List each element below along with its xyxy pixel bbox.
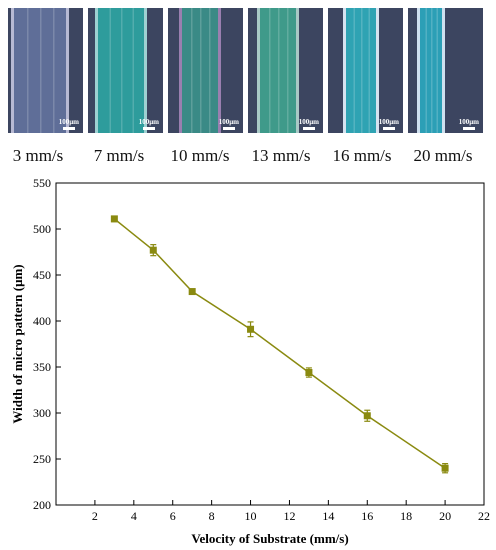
micrograph-picture <box>248 8 323 133</box>
micrograph-image: 100μm <box>168 8 243 133</box>
scale-bar-line <box>222 127 235 130</box>
scale-bar-line <box>62 127 75 130</box>
y-tick-label: 200 <box>33 498 51 512</box>
velocity-label: 10 mm/s <box>170 146 230 165</box>
scale-bar-label: 100μm <box>378 118 399 126</box>
data-point <box>110 215 118 223</box>
scale-bar-label: 100μm <box>458 118 479 126</box>
data-point <box>363 412 371 420</box>
y-tick-label: 500 <box>33 222 51 236</box>
data-series <box>110 215 449 474</box>
x-tick-label: 12 <box>283 509 295 523</box>
scale-bar: 100μm <box>299 118 319 130</box>
width-vs-velocity-chart: 2 4 6 8 10 12 14 16 18 20 22 200 250 300 350 400 450 500 5… <box>10 176 490 546</box>
micrograph-row: 100μm 100μm 100μm 100μm 100μm 100μm <box>8 8 488 133</box>
scale-bar-label: 100μm <box>298 118 319 126</box>
x-tick-label: 20 <box>439 509 451 523</box>
micrograph-picture <box>88 8 163 133</box>
x-tick-label: 6 <box>170 509 176 523</box>
y-tick-label: 400 <box>33 314 51 328</box>
x-tick-label: 16 <box>361 509 373 523</box>
scale-bar-label: 100μm <box>218 118 239 126</box>
x-axis-title: Velocity of Substrate (mm/s) <box>191 531 348 546</box>
data-point <box>305 369 313 377</box>
scale-bar: 100μm <box>219 118 239 130</box>
scale-bar: 100μm <box>139 118 159 130</box>
data-point <box>188 288 196 296</box>
y-axis-title: Width of micro pattern (μm) <box>10 264 25 423</box>
x-tick-label: 8 <box>209 509 215 523</box>
velocity-label: 16 mm/s <box>332 146 392 165</box>
micrograph-image: 100μm <box>248 8 323 133</box>
micrograph-image: 100μm <box>88 8 163 133</box>
scale-bar: 100μm <box>459 118 479 130</box>
scale-bar-line <box>462 127 475 130</box>
y-tick-label: 350 <box>33 360 51 374</box>
micrograph-picture <box>8 8 83 133</box>
plot-frame <box>55 182 485 506</box>
velocity-label: 7 mm/s <box>93 146 145 165</box>
micrograph-image: 100μm <box>328 8 403 133</box>
data-point <box>247 325 255 333</box>
scale-bar-label: 100μm <box>58 118 79 126</box>
scale-bar-line <box>382 127 395 130</box>
micrograph-picture <box>168 8 243 133</box>
micrograph-image: 100μm <box>8 8 83 133</box>
y-tick-label: 450 <box>33 268 51 282</box>
micrograph-picture <box>328 8 403 133</box>
scale-bar: 100μm <box>379 118 399 130</box>
scale-bar: 100μm <box>59 118 79 130</box>
x-tick-label: 10 <box>245 509 257 523</box>
micrograph-picture <box>408 8 483 133</box>
x-tick-label: 22 <box>478 509 490 523</box>
x-tick-label: 4 <box>131 509 137 523</box>
scale-bar-line <box>302 127 315 130</box>
scale-bar-line <box>142 127 155 130</box>
y-tick-label: 300 <box>33 406 51 420</box>
axes: 2 4 6 8 10 12 14 16 18 20 22 200 250 300 350 400 450 500 5… <box>33 176 490 523</box>
data-point <box>149 246 157 254</box>
data-point <box>441 464 449 472</box>
x-tick-label: 14 <box>322 509 334 523</box>
series-line <box>113 218 446 469</box>
y-tick-label: 550 <box>33 176 51 190</box>
scale-bar-label: 100μm <box>138 118 159 126</box>
x-tick-label: 18 <box>400 509 412 523</box>
velocity-label: 13 mm/s <box>251 146 311 165</box>
velocity-label: 20 mm/s <box>413 146 473 165</box>
x-tick-label: 2 <box>92 509 98 523</box>
y-tick-label: 250 <box>33 452 51 466</box>
micrograph-image: 100μm <box>408 8 483 133</box>
velocity-label: 3 mm/s <box>12 146 64 165</box>
